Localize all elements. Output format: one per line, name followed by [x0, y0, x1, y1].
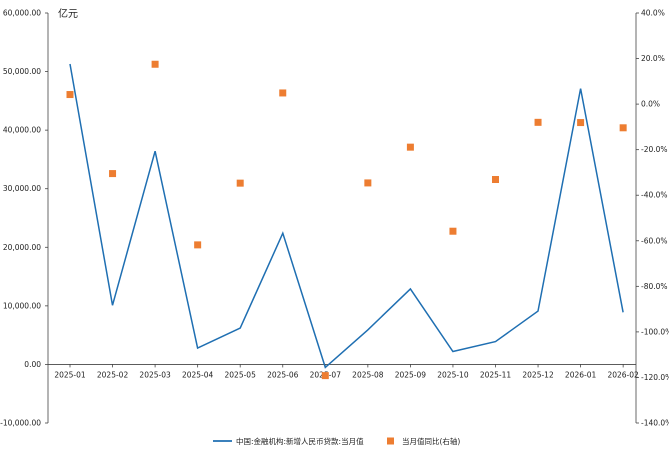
x-tick-label: 2025-08	[352, 370, 384, 379]
left-tick-label: 10,000.00	[3, 301, 41, 310]
left-tick-label: 20,000.00	[3, 243, 41, 252]
x-tick-label: 2025-12	[522, 370, 554, 379]
right-tick-label: -40.0%	[641, 191, 668, 200]
x-tick-label: 2025-04	[182, 370, 214, 379]
x-tick-label: 2026-02	[607, 370, 639, 379]
right-tick-label: 40.0%	[641, 9, 665, 18]
x-tick-label: 2025-06	[267, 370, 299, 379]
legend-label-yoy: 当月值同比(右轴)	[402, 436, 460, 446]
right-tick-label: -60.0%	[641, 236, 668, 245]
left-tick-label: -10,000.00	[0, 419, 41, 428]
scatter-point-yoy	[406, 143, 414, 151]
right-tick-label: -140.0%	[641, 419, 669, 428]
scatter-point-yoy	[279, 89, 287, 97]
left-tick-label: 50,000.00	[3, 67, 41, 76]
left-y-axis: -10,000.00 0.00 10,000.00 20,000.00 30,000.0…	[0, 9, 49, 428]
x-tick-label: 2025-03	[139, 370, 171, 379]
left-tick-label: 40,000.00	[3, 126, 41, 135]
right-tick-label: 0.0%	[641, 100, 660, 109]
scatter-point-yoy	[236, 179, 244, 187]
right-tick-label: 20.0%	[641, 54, 665, 63]
x-tick-label: 2026-01	[565, 370, 597, 379]
scatter-point-yoy	[321, 372, 329, 380]
x-axis: 2025-01 2025-02 2025-03 2025-04 2025-05 2025-…	[48, 364, 639, 379]
scatter-point-yoy	[492, 176, 499, 184]
scatter-point-yoy	[534, 118, 542, 126]
x-tick-label: 2025-10	[437, 370, 469, 379]
right-tick-label: -20.0%	[641, 145, 668, 154]
x-tick-label: 2025-02	[97, 370, 129, 379]
x-tick-label: 2025-05	[225, 370, 257, 379]
x-tick-label: 2025-11	[480, 370, 512, 379]
right-tick-label: -120.0%	[641, 373, 669, 382]
left-tick-label: 30,000.00	[3, 184, 41, 193]
scatter-point-yoy	[364, 179, 372, 187]
left-tick-label: 60,000.00	[3, 9, 41, 18]
scatter-point-yoy	[619, 124, 627, 132]
x-tick-label: 2025-01	[54, 370, 86, 379]
left-axis-unit: 亿元	[58, 7, 78, 20]
right-tick-label: -80.0%	[641, 282, 668, 291]
x-tick-label: 2025-09	[395, 370, 427, 379]
scatter-point-yoy	[151, 60, 159, 68]
right-y-axis: -140.0% -120.0% -100.0% -80.0% -60.0% -40.0% -…	[635, 9, 669, 428]
legend: 中国:金融机构:新增人民币贷款:当月值 当月值同比(右轴)	[213, 436, 460, 446]
scatter-point-yoy	[577, 119, 585, 127]
legend-square-swatch	[387, 437, 394, 445]
left-tick-label: 0.00	[24, 360, 41, 369]
scatter-point-yoy	[66, 91, 74, 99]
scatter-point-yoy	[109, 170, 117, 178]
scatter-point-yoy	[194, 241, 202, 249]
right-tick-label: -100.0%	[641, 327, 669, 336]
plot-area	[66, 60, 627, 380]
series-line-new-loans	[69, 63, 624, 369]
legend-label-new-loans: 中国:金融机构:新增人民币贷款:当月值	[236, 436, 364, 446]
scatter-point-yoy	[449, 227, 457, 235]
